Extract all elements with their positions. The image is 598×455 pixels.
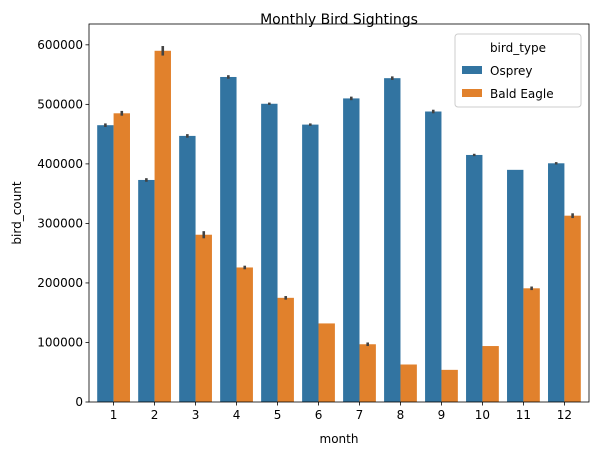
bar-osprey-month-10 — [466, 154, 483, 402]
x-tick-label: 2 — [151, 408, 159, 422]
bar-bald-eagle-month-2 — [154, 50, 171, 402]
y-tick-label: 0 — [75, 395, 83, 409]
bar-bald-eagle-month-12 — [564, 215, 581, 402]
bar-osprey-month-8 — [384, 78, 401, 403]
bar-osprey-month-6 — [302, 124, 319, 403]
error-bars-layer — [104, 46, 574, 347]
y-axis-label: bird_count — [10, 181, 24, 244]
x-tick-label: 1 — [110, 408, 118, 422]
bar-osprey-month-7 — [343, 98, 360, 402]
x-tick-label: 6 — [315, 408, 323, 422]
bar-osprey-month-11 — [507, 169, 524, 402]
x-tick-label: 10 — [475, 408, 490, 422]
bar-bald-eagle-month-9 — [441, 369, 458, 402]
bars-layer — [97, 50, 581, 403]
y-axis: 0 100000 200000 300000 400000 500000 600000 — [37, 38, 89, 409]
x-tick-label: 5 — [274, 408, 282, 422]
bar-bald-eagle-month-11 — [523, 288, 540, 402]
x-tick-label: 4 — [233, 408, 241, 422]
chart-title: Monthly Bird Sightings — [260, 12, 418, 28]
bar-osprey-month-5 — [261, 103, 278, 402]
bar-bald-eagle-month-3 — [195, 234, 212, 402]
y-tick-label: 200000 — [37, 276, 83, 290]
bar-bald-eagle-month-7 — [359, 344, 376, 402]
y-tick-label: 400000 — [37, 157, 83, 171]
x-tick-label: 9 — [438, 408, 446, 422]
x-tick-label: 3 — [192, 408, 200, 422]
y-tick-label: 300000 — [37, 216, 83, 230]
x-tick-label: 11 — [516, 408, 531, 422]
bar-bald-eagle-month-8 — [400, 364, 417, 402]
bar-osprey-month-12 — [548, 163, 565, 402]
legend-label-osprey: Osprey — [490, 64, 532, 78]
bar-osprey-month-2 — [138, 179, 155, 402]
bar-osprey-month-4 — [220, 76, 237, 403]
legend: bird_type Osprey Bald Eagle — [454, 33, 582, 108]
legend-swatch-osprey — [462, 66, 482, 74]
x-tick-label: 8 — [397, 408, 405, 422]
x-axis: 1 2 3 4 5 6 7 8 9 10 11 12 — [110, 402, 572, 422]
legend-swatch-bald-eagle — [462, 89, 482, 97]
bar-bald-eagle-month-6 — [318, 323, 335, 402]
plot-frame — [88, 23, 590, 403]
x-tick-label: 7 — [356, 408, 364, 422]
bar-bald-eagle-month-1 — [113, 113, 130, 403]
bar-bald-eagle-month-10 — [482, 346, 499, 402]
y-tick-label: 500000 — [37, 97, 83, 111]
bar-bald-eagle-month-5 — [277, 297, 294, 402]
x-tick-label: 12 — [557, 408, 572, 422]
legend-label-bald-eagle: Bald Eagle — [490, 87, 554, 101]
legend-box — [454, 33, 582, 108]
bar-osprey-month-9 — [425, 111, 442, 403]
legend-title: bird_type — [490, 41, 546, 55]
x-axis-label: month — [320, 432, 359, 446]
y-tick-label: 600000 — [37, 38, 83, 52]
bar-osprey-month-1 — [97, 125, 114, 403]
bar-bald-eagle-month-4 — [236, 267, 253, 402]
bar-osprey-month-3 — [179, 135, 196, 402]
y-tick-label: 100000 — [37, 335, 83, 349]
